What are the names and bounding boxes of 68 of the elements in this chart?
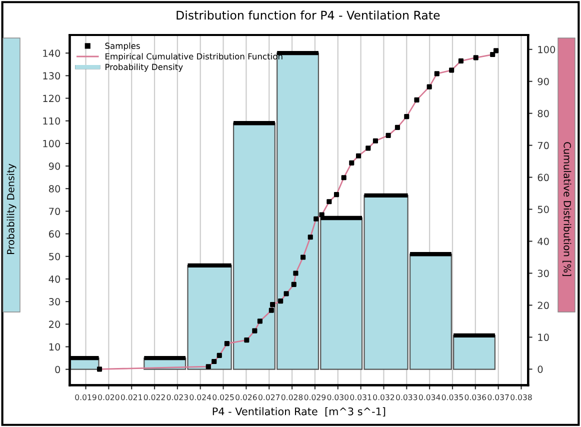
y-tick-label: 0 bbox=[55, 366, 60, 374]
y-tick-label: 100 bbox=[43, 140, 60, 148]
point bbox=[216, 352, 222, 358]
y-tick-label: 10 bbox=[49, 343, 60, 351]
point bbox=[356, 153, 362, 158]
point bbox=[494, 48, 499, 54]
x-axis-title: P4 - Ventilation Rate [m^3 s^-1] bbox=[212, 407, 386, 417]
y-tick-label: 130 bbox=[43, 72, 60, 80]
y2-tick-label: 10 bbox=[538, 334, 549, 342]
point bbox=[341, 175, 346, 180]
y2-tick-label: 50 bbox=[538, 206, 549, 214]
point bbox=[366, 146, 371, 151]
point bbox=[394, 124, 400, 130]
point bbox=[404, 114, 410, 120]
chart-title: Distribution function for P4 - Ventilation Rate bbox=[176, 10, 440, 20]
y-tick-label: 70 bbox=[49, 208, 60, 216]
y2-tick-label: 70 bbox=[538, 142, 549, 150]
y-tick-label: 90 bbox=[48, 162, 60, 170]
point bbox=[458, 58, 464, 64]
y-tick-label: 50 bbox=[49, 252, 60, 260]
y2-tick-label: 100 bbox=[538, 46, 556, 54]
y-tick-label: 40 bbox=[48, 275, 60, 283]
y-tick-label: 30 bbox=[49, 298, 60, 306]
point bbox=[212, 358, 217, 364]
point bbox=[293, 270, 298, 276]
y-tick-label: 110 bbox=[43, 117, 60, 125]
point bbox=[270, 302, 276, 308]
legend-label: Samples bbox=[105, 42, 140, 51]
point bbox=[473, 55, 478, 60]
y2-tick-label: 90 bbox=[538, 78, 549, 86]
point bbox=[319, 212, 324, 218]
point bbox=[349, 160, 354, 166]
point bbox=[434, 71, 440, 76]
point bbox=[490, 52, 496, 58]
point bbox=[291, 282, 296, 287]
y-tick-label: 140 bbox=[43, 50, 60, 57]
point bbox=[224, 341, 230, 346]
y-tick-label: 20 bbox=[49, 320, 60, 328]
y2-tick-label: 20 bbox=[538, 302, 549, 310]
point bbox=[300, 254, 306, 260]
y-tick-label: 60 bbox=[49, 230, 60, 238]
y2-tick-label: 30 bbox=[538, 270, 549, 278]
y2-tick-label: 40 bbox=[538, 238, 549, 246]
point bbox=[372, 138, 378, 144]
point bbox=[449, 68, 454, 73]
point bbox=[386, 132, 391, 138]
point bbox=[206, 364, 211, 370]
point bbox=[334, 192, 340, 198]
point bbox=[96, 366, 102, 372]
point bbox=[268, 308, 274, 313]
y2-tick-label: 60 bbox=[538, 174, 549, 182]
y2-tick-label: 0 bbox=[538, 366, 543, 373]
point bbox=[314, 216, 319, 222]
point bbox=[257, 318, 262, 324]
point bbox=[252, 328, 258, 334]
y-tick-label: 80 bbox=[48, 185, 60, 192]
y-axis-title: Probability Density bbox=[6, 164, 16, 254]
y-tick-label: 120 bbox=[43, 94, 60, 102]
point bbox=[308, 234, 313, 240]
point bbox=[278, 298, 284, 304]
point bbox=[414, 97, 420, 102]
y2-tick-label: 80 bbox=[538, 110, 549, 118]
point bbox=[244, 338, 250, 343]
legend-label: Probability Density bbox=[106, 64, 183, 72]
y2-axis-title: Cumulative Distribution [%] bbox=[562, 142, 572, 276]
point bbox=[326, 199, 332, 204]
point bbox=[284, 291, 289, 296]
point bbox=[426, 84, 432, 90]
